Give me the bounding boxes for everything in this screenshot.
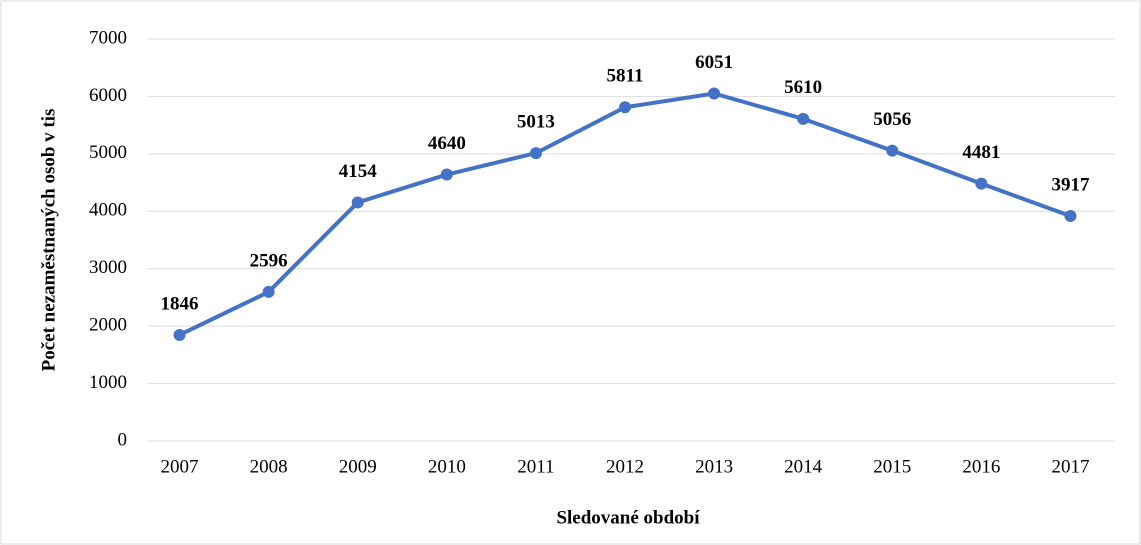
x-tick-label: 2011 <box>517 456 554 477</box>
data-point <box>797 112 810 125</box>
data-label: 5013 <box>517 111 555 132</box>
x-tick-label: 2009 <box>339 456 377 477</box>
y-tick-label: 1000 <box>89 372 127 393</box>
y-tick-label: 6000 <box>89 85 127 106</box>
x-tick-label: 2008 <box>250 456 288 477</box>
data-point <box>173 328 186 341</box>
data-point <box>619 101 631 114</box>
y-tick-label: 4000 <box>89 200 127 221</box>
y-tick-label: 7000 <box>89 27 127 48</box>
data-point <box>975 177 988 190</box>
x-tick-label: 2016 <box>962 456 1000 477</box>
x-tick-label: 2007 <box>161 456 199 477</box>
data-point <box>262 285 275 298</box>
data-label: 3917 <box>1051 174 1090 195</box>
data-label: 4640 <box>428 133 466 154</box>
data-point <box>529 147 542 160</box>
data-label: 6051 <box>695 52 733 73</box>
data-label: 5610 <box>784 77 822 98</box>
y-tick-label: 5000 <box>89 142 127 163</box>
data-label: 4481 <box>962 142 1000 163</box>
data-point <box>886 144 899 157</box>
y-tick-label: 0 <box>118 429 128 450</box>
x-tick-label: 2010 <box>428 456 466 477</box>
x-tick-label: 2013 <box>695 456 733 477</box>
y-axis-label: Počet nezaměstnaných osob v tis <box>38 109 59 372</box>
data-point <box>1064 210 1077 223</box>
data-label: 5811 <box>607 66 644 87</box>
data-label: 2596 <box>250 250 288 271</box>
y-tick-label: 3000 <box>89 257 127 278</box>
data-label: 4154 <box>339 161 378 182</box>
x-tick-label: 2017 <box>1051 456 1089 477</box>
data-point <box>708 87 721 100</box>
data-point <box>440 168 453 181</box>
data-point <box>351 196 364 209</box>
y-tick-label: 2000 <box>89 315 127 336</box>
data-label: 5056 <box>873 109 911 130</box>
data-label: 1846 <box>161 293 199 314</box>
x-tick-label: 2015 <box>873 456 911 477</box>
x-axis-label: Sledované období <box>556 507 700 528</box>
x-tick-label: 2012 <box>606 456 644 477</box>
x-tick-label: 2014 <box>784 456 823 477</box>
